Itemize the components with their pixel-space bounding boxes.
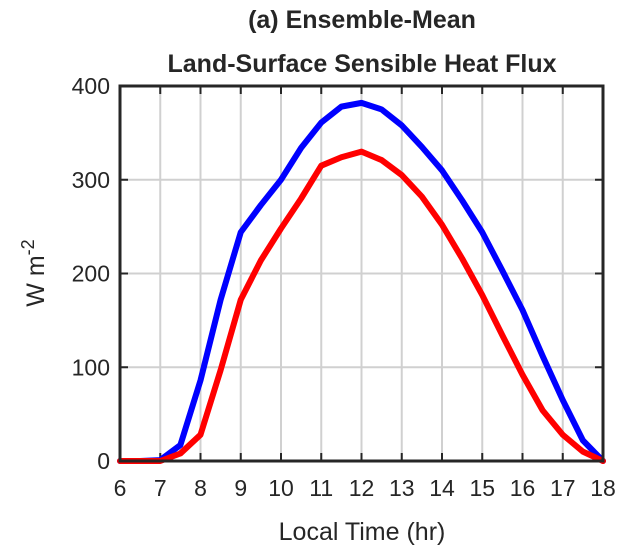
data-line: [117, 148, 606, 464]
x-tick-label: 12: [349, 475, 375, 501]
chart-title: Land-Surface Sensible Heat Flux: [168, 50, 557, 78]
data-line: [117, 99, 606, 464]
x-tick-label: 10: [268, 475, 294, 501]
y-tick-label: 300: [72, 167, 110, 193]
x-tick-label: 11: [309, 475, 333, 501]
x-tick-label: 13: [389, 475, 415, 501]
plot-frame: [118, 84, 605, 463]
y-axis-label: W m-2: [18, 239, 50, 306]
y-tick-label: 200: [72, 261, 110, 287]
x-tick-label: 14: [429, 475, 455, 501]
y-tick-label: 400: [72, 73, 110, 99]
x-tick-label: 17: [550, 475, 576, 501]
y-tick-label: 100: [72, 354, 110, 380]
x-axis-label: Local Time (hr): [279, 518, 446, 546]
x-tick-label: 6: [114, 475, 127, 501]
y-axis-label-base: W m: [22, 255, 50, 306]
chart-title: (a) Ensemble-Mean: [248, 6, 476, 34]
x-tick-label: 7: [154, 475, 167, 501]
y-axis-label-exponent: -2: [18, 239, 38, 255]
y-tick-label: 0: [97, 448, 110, 474]
x-tick-label: 8: [194, 475, 207, 501]
x-tick-label: 9: [234, 475, 247, 501]
x-tick-label: 16: [510, 475, 536, 501]
x-tick-label: 15: [469, 475, 495, 501]
x-tick-label: 18: [590, 475, 616, 501]
